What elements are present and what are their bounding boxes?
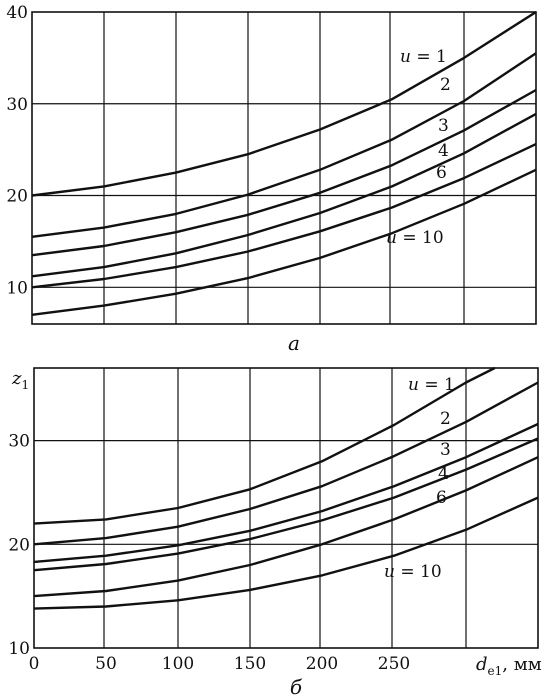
chart-panel-b: 10 20 30 0 50 100 150 200 250 u = 1 2 3 4 6 u = 10 б z1 d… <box>8 366 542 699</box>
series-line <box>31 52 537 238</box>
x-tick-label: 200 <box>306 654 338 674</box>
y-axis-label: z1 <box>11 368 29 392</box>
y-tick-label: 10 <box>8 639 30 659</box>
series-label: 2 <box>440 409 451 429</box>
panel-label: б <box>290 675 303 699</box>
series-label: u = 10 <box>386 228 444 248</box>
series-label: u = 1 <box>408 375 455 395</box>
series-line <box>31 143 537 289</box>
plot-frame <box>31 11 537 325</box>
series-label: 6 <box>436 163 447 183</box>
series-label: 3 <box>440 440 451 460</box>
series-line <box>33 366 496 525</box>
y-tick-label: 20 <box>6 187 28 207</box>
series-line <box>33 496 539 610</box>
series-line <box>33 422 539 564</box>
y-tick-label: 10 <box>6 278 28 298</box>
series-label: 6 <box>436 488 447 508</box>
chart-panel-a: 10 20 30 40 u = 1 2 3 46 u = 10 a <box>6 3 537 355</box>
x-tick-label: 100 <box>162 654 194 674</box>
x-tick-label: 250 <box>378 654 410 674</box>
series-label: u = 1 <box>400 47 447 67</box>
series-label: 4 <box>438 464 449 484</box>
y-tick-label: 40 <box>6 3 28 23</box>
x-axis-label: de1, мм <box>476 654 542 678</box>
series-line <box>31 88 537 257</box>
x-tick-label: 50 <box>95 654 117 674</box>
series-line <box>33 381 539 546</box>
plot-frame <box>33 367 539 649</box>
x-tick-label: 150 <box>234 654 266 674</box>
y-tick-label: 30 <box>8 432 30 452</box>
series-line <box>33 437 539 572</box>
series-line <box>31 168 537 316</box>
panel-label: a <box>288 331 300 355</box>
series-line <box>31 10 537 197</box>
series-label: 2 <box>440 75 451 95</box>
x-tick-label: 0 <box>29 654 40 674</box>
y-tick-label: 20 <box>8 535 30 555</box>
series-label: 4 <box>438 141 449 161</box>
series-label: u = 10 <box>384 562 442 582</box>
y-tick-label: 30 <box>6 95 28 115</box>
series-line <box>33 456 539 598</box>
series-line <box>31 112 537 278</box>
series-label: 3 <box>438 116 449 136</box>
